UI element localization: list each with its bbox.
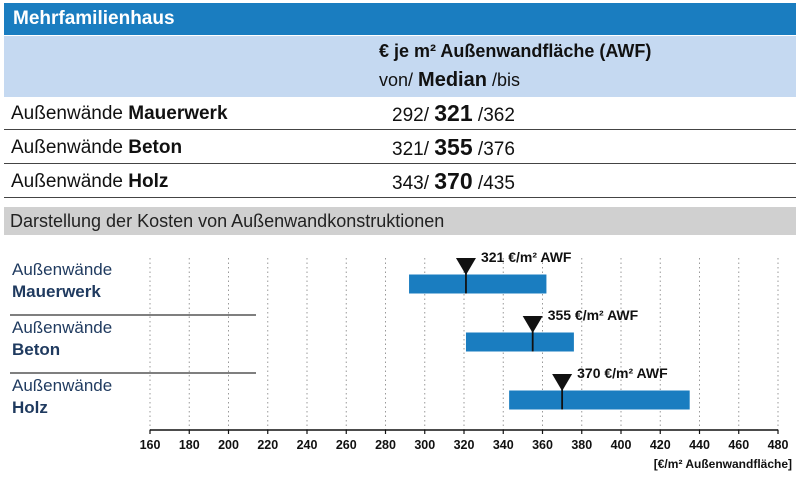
x-tick-label: 480	[768, 438, 789, 452]
x-tick-label: 460	[728, 438, 749, 452]
category-label: Außenwände	[12, 260, 112, 279]
median-marker	[522, 316, 543, 333]
title-bar: Mehrfamilienhaus	[4, 3, 796, 35]
header-median: Median	[418, 69, 487, 91]
page-title: Mehrfamilienhaus	[13, 8, 175, 29]
x-tick-label: 360	[532, 438, 553, 452]
header-bis: /bis	[491, 70, 520, 90]
median-marker	[455, 258, 476, 275]
x-tick-label: 200	[218, 438, 239, 452]
category-label: Holz	[12, 398, 48, 417]
header-range-label: von/ Median /bis	[379, 69, 520, 92]
range-bar	[465, 332, 574, 352]
row-label: Außenwände Mauerwerk	[11, 103, 228, 124]
x-tick-label: 280	[375, 438, 396, 452]
median-annotation: 321 €/m² AWF	[481, 249, 572, 265]
category-label: Mauerwerk	[12, 282, 101, 301]
x-tick-label: 180	[179, 438, 200, 452]
x-tick-label: 340	[493, 438, 514, 452]
table-row: Außenwände Mauerwerk 292/ 321 /362	[4, 97, 796, 130]
x-tick-label: 440	[689, 438, 710, 452]
range-bar	[509, 390, 690, 410]
x-tick-label: 400	[611, 438, 632, 452]
category-label: Außenwände	[12, 376, 112, 395]
category-label: Außenwände	[12, 318, 112, 337]
x-tick-label: 160	[140, 438, 161, 452]
row-values: 292/ 321 /362	[392, 100, 515, 126]
section-title-bar: Darstellung der Kosten von Außenwandkons…	[4, 207, 796, 235]
table-row: Außenwände Beton 321/ 355 /376	[4, 131, 796, 164]
x-tick-label: 260	[336, 438, 357, 452]
x-tick-label: 220	[257, 438, 278, 452]
x-tick-label: 380	[571, 438, 592, 452]
row-values: 343/ 370 /435	[392, 168, 515, 194]
table-header: € je m² Außenwandfläche (AWF) von/ Media…	[4, 36, 796, 97]
header-unit-label: € je m² Außenwandfläche (AWF)	[379, 41, 652, 61]
x-tick-label: 420	[650, 438, 671, 452]
x-tick-label: 240	[297, 438, 318, 452]
median-annotation: 355 €/m² AWF	[548, 307, 639, 323]
median-annotation: 370 €/m² AWF	[577, 365, 668, 381]
x-tick-label: 300	[414, 438, 435, 452]
row-label: Außenwände Beton	[11, 137, 183, 158]
header-von: von/	[379, 70, 414, 90]
row-label: Außenwände Holz	[11, 171, 169, 192]
median-marker	[552, 374, 573, 391]
row-values: 321/ 355 /376	[392, 134, 515, 160]
table-row: Außenwände Holz 343/ 370 /435	[4, 165, 796, 198]
x-axis-label: [€/m² Außenwandfläche]	[654, 457, 792, 471]
section-title: Darstellung der Kosten von Außenwandkons…	[10, 211, 445, 231]
range-bar	[409, 274, 547, 294]
category-label: Beton	[12, 340, 60, 359]
x-tick-label: 320	[454, 438, 475, 452]
